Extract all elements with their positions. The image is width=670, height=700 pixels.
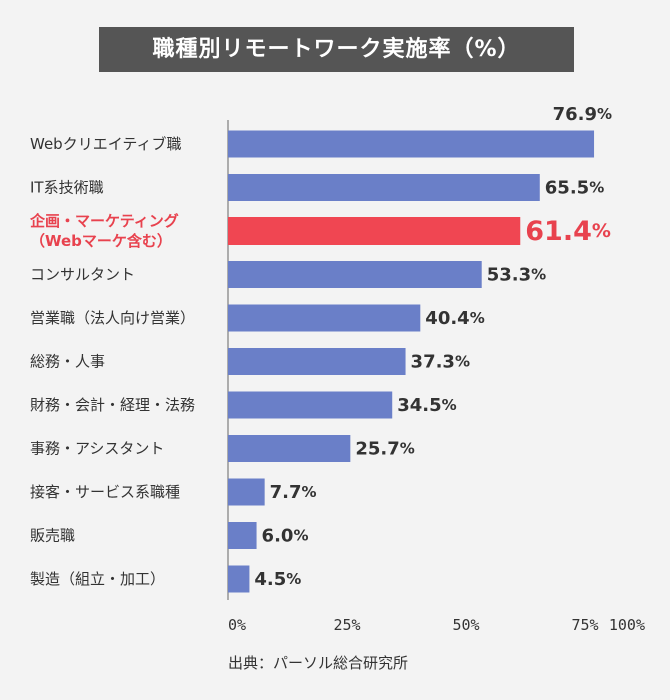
category-label: 販売職 (30, 527, 75, 545)
bar (228, 391, 393, 419)
x-tick-label: 25% (333, 616, 360, 634)
category-label: （Webマーケ含む） (30, 232, 172, 250)
x-tick-label: 75% (571, 616, 598, 634)
source-note: 出典：パーソル総合研究所 (228, 654, 409, 672)
bar (228, 522, 257, 549)
data-label: 4.5% (254, 569, 301, 590)
x-tick-label: 50% (452, 616, 479, 634)
category-label: コンサルタント (30, 266, 135, 284)
bar (228, 217, 521, 245)
data-label: 37.3% (411, 351, 470, 372)
category-label: 事務・アシスタント (30, 440, 164, 458)
data-label: 53.3% (487, 264, 546, 285)
data-label: 34.5% (397, 395, 456, 416)
data-label: 61.4% (525, 216, 611, 247)
bar (228, 130, 595, 158)
category-label: 財務・会計・経理・法務 (30, 396, 195, 414)
bar (228, 304, 421, 332)
bar (228, 261, 482, 288)
data-label: 25.7% (355, 438, 414, 459)
data-label: 76.9% (553, 104, 612, 125)
bar (228, 174, 540, 201)
category-label: 接客・サービス系職種 (30, 483, 180, 501)
data-label: 40.4% (425, 308, 484, 329)
bar (228, 348, 406, 375)
data-label: 6.0% (262, 525, 309, 546)
category-label: IT系技術職 (30, 179, 104, 197)
bar (228, 565, 250, 593)
category-label: 営業職（法人向け営業） (30, 309, 195, 327)
bar (228, 478, 265, 506)
category-label: Webクリエイティブ職 (30, 135, 182, 153)
x-tick-label: 100% (609, 616, 645, 634)
x-tick-label: 0% (228, 616, 246, 634)
category-label: 総務・人事 (30, 353, 105, 371)
category-label: 製造（組立・加工） (30, 570, 165, 588)
data-label: 7.7% (270, 482, 317, 503)
category-label: 企画・マーケティング (29, 212, 179, 230)
bar (228, 435, 351, 462)
data-label: 65.5% (545, 177, 604, 198)
chart-title: 職種別リモートワーク実施率（%） (99, 27, 574, 72)
